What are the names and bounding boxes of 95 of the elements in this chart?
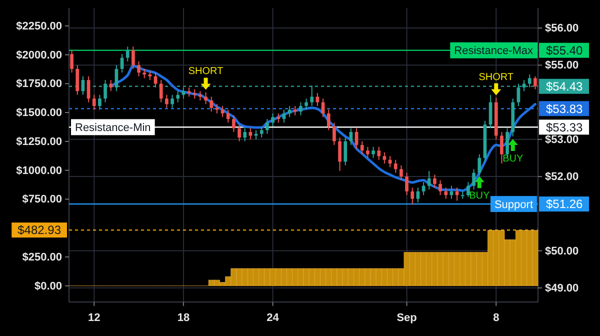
x-tick-label: 8 [493, 312, 500, 324]
y2-tick-label: $55.00 [545, 60, 579, 72]
x-tick-label: 12 [88, 312, 100, 324]
candlestick [382, 152, 386, 164]
candlestick [132, 46, 135, 70]
candlestick [109, 80, 113, 92]
candlestick [360, 140, 364, 155]
candlestick [210, 96, 214, 112]
y2-tick-label: $53.83 [546, 102, 584, 116]
candlestick [466, 182, 470, 198]
candlestick [299, 102, 302, 116]
x-tick-label: 18 [177, 312, 190, 324]
candlestick [416, 187, 420, 204]
candlestick [170, 94, 174, 108]
candlestick [304, 98, 308, 110]
candlestick [433, 174, 436, 188]
y2-tick-label: $53.33 [546, 120, 584, 134]
y-tick-label: $1750.00 [16, 78, 62, 90]
candlestick [76, 64, 80, 96]
point [491, 83, 502, 96]
candlestick [137, 60, 140, 77]
candlestick [220, 106, 224, 118]
y-tick-label: $250.00 [22, 251, 62, 264]
candlestick [500, 131, 504, 164]
y2-tick-label: $52.00 [545, 171, 579, 184]
y-tick-label: $2000.00 [16, 49, 62, 62]
candlestick [372, 146, 375, 158]
candlestick [293, 106, 297, 116]
data-label: BUY [502, 153, 524, 164]
y-tick-label: $1500.00 [16, 107, 62, 120]
y2-tick-label: $54.43 [546, 80, 584, 94]
data-label: SHORT [478, 72, 514, 83]
candlestick [332, 122, 336, 146]
y2-tick-label: $55.40 [546, 44, 584, 58]
candlestick [394, 159, 398, 174]
candlestick [400, 164, 403, 181]
candlestick [366, 146, 370, 158]
y2-tick-label: $56.00 [545, 22, 579, 35]
candlestick [187, 86, 191, 98]
candlestick [192, 88, 196, 100]
ref-line-label: Resistance-Min [75, 122, 151, 134]
y2-tick-label: $53.00 [545, 134, 579, 146]
candlestick [444, 187, 448, 200]
candlestick [232, 114, 236, 132]
candlestick [126, 46, 130, 62]
candlestick [349, 128, 353, 146]
candlestick [410, 187, 414, 205]
candlestick [276, 112, 280, 124]
candlestick [344, 137, 348, 166]
y-tick-label: $0.00 [34, 280, 62, 292]
candlestick [165, 94, 168, 108]
candlestick [142, 68, 146, 79]
ref-line-label: Resistance-Max [454, 45, 534, 58]
candlestick [243, 128, 247, 142]
candlestick [266, 118, 269, 134]
candlestick [120, 54, 124, 74]
candlestick [148, 70, 152, 81]
candlestick [98, 94, 102, 110]
y-tick-label: $750.00 [22, 194, 62, 206]
candlestick [478, 154, 482, 176]
candlestick [204, 92, 208, 105]
x-tick-label: Sep [396, 312, 418, 324]
y-tick-label: $482.93 [18, 223, 62, 238]
candlestick [271, 112, 274, 127]
candlestick [176, 90, 180, 103]
candlestick [159, 80, 163, 103]
y-tick-label: $2250.00 [16, 20, 62, 32]
point [200, 78, 211, 90]
candlestick [472, 168, 476, 190]
candlestick [405, 172, 408, 196]
y-tick-label: $1000.00 [16, 164, 62, 177]
candlestick [260, 126, 264, 138]
candlestick [338, 137, 342, 172]
candlestick [288, 106, 292, 118]
y2-tick-label: $50.00 [545, 245, 579, 258]
data-label: SHORT [188, 66, 224, 78]
x-tick-label: 24 [266, 312, 280, 324]
candlestick [226, 109, 230, 124]
candlestick [534, 76, 537, 90]
point [474, 176, 484, 188]
candlestick [316, 92, 320, 106]
candlestick [326, 109, 330, 131]
candlestick [377, 146, 381, 160]
y-tick-label: $1250.00 [16, 136, 62, 148]
candlestick [354, 128, 358, 150]
y2-tick-label: $49.00 [545, 282, 579, 294]
data-label: BUY [469, 190, 490, 202]
candlestick [238, 124, 241, 142]
candlestick [92, 94, 96, 110]
ref-line-label: Support [494, 198, 533, 211]
y2-tick-label: $51.26 [546, 197, 584, 212]
candlestick [70, 50, 74, 74]
point [508, 138, 518, 151]
candlestick [438, 180, 442, 196]
candlestick [427, 170, 431, 190]
